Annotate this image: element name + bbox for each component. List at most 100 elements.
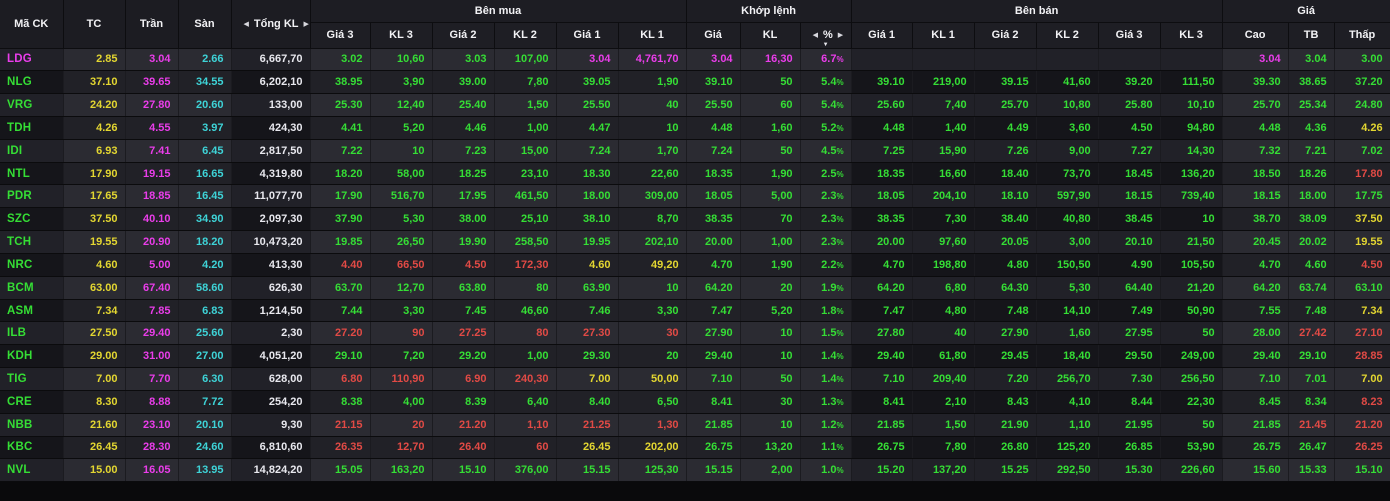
cell-match-gia[interactable]: 18.35 bbox=[686, 162, 741, 186]
cell-buy-gia2[interactable]: 4.46 bbox=[432, 116, 495, 140]
cell-sell-gia3[interactable]: 39.20 bbox=[1098, 70, 1161, 95]
cell-buy-gia1[interactable]: 18.00 bbox=[556, 184, 619, 209]
cell-match-kl[interactable]: 1,60 bbox=[740, 116, 801, 140]
cell-sell-gia3[interactable]: 18.45 bbox=[1098, 162, 1161, 186]
cell-match-gia[interactable]: 7.10 bbox=[686, 367, 741, 391]
cell-match-pct[interactable]: 2.5% bbox=[800, 162, 852, 186]
cell-buy-gia3[interactable]: 18.20 bbox=[310, 162, 371, 186]
cell-buy-kl1[interactable]: 202,00 bbox=[618, 436, 687, 460]
cell-buy-gia1[interactable]: 26.45 bbox=[556, 436, 619, 460]
cell-match-gia[interactable]: 29.40 bbox=[686, 344, 741, 369]
cell-sell-gia3[interactable]: 4.90 bbox=[1098, 253, 1161, 277]
cell-buy-gia2[interactable]: 17.95 bbox=[432, 184, 495, 209]
cell-buy-kl1[interactable]: 30 bbox=[618, 321, 687, 346]
cell-match-kl[interactable]: 2,00 bbox=[740, 458, 801, 483]
cell-match-gia[interactable]: 39.10 bbox=[686, 70, 741, 95]
cell-buy-kl3[interactable]: 90 bbox=[370, 321, 433, 346]
cell-match-pct[interactable]: 6.7% bbox=[800, 48, 852, 72]
cell-match-pct[interactable]: 4.5% bbox=[800, 139, 852, 163]
cell-buy-gia1[interactable]: 29.30 bbox=[556, 344, 619, 369]
cell-buy-gia1[interactable]: 18.30 bbox=[556, 162, 619, 186]
cell-match-kl[interactable]: 13,20 bbox=[740, 436, 801, 460]
cell-sell-gia1[interactable] bbox=[851, 48, 913, 72]
cell-buy-kl3[interactable]: 10 bbox=[370, 139, 433, 163]
cell-sell-kl3[interactable]: 136,20 bbox=[1160, 162, 1223, 186]
cell-buy-kl3[interactable]: 12,70 bbox=[370, 276, 433, 300]
cell-buy-kl1[interactable]: 3,30 bbox=[618, 299, 687, 323]
cell-buy-kl2[interactable]: 46,60 bbox=[494, 299, 557, 323]
cell-buy-kl1[interactable]: 4,761,70 bbox=[618, 48, 687, 72]
cell-match-kl[interactable]: 5,20 bbox=[740, 299, 801, 323]
cell-match-gia[interactable]: 64.20 bbox=[686, 276, 741, 300]
cell-code[interactable]: NVL bbox=[0, 458, 64, 483]
cell-buy-gia3[interactable]: 21.15 bbox=[310, 413, 371, 437]
cell-code[interactable]: TDH bbox=[0, 116, 64, 140]
cell-match-pct[interactable]: 5.2% bbox=[800, 116, 852, 140]
cell-buy-kl2[interactable]: 240,30 bbox=[494, 367, 557, 391]
cell-sell-gia1[interactable]: 18.35 bbox=[851, 162, 913, 186]
cell-buy-gia1[interactable]: 39.05 bbox=[556, 70, 619, 95]
cell-match-gia[interactable]: 7.24 bbox=[686, 139, 741, 163]
cell-sell-kl3[interactable]: 14,30 bbox=[1160, 139, 1223, 163]
cell-code[interactable]: KBC bbox=[0, 436, 64, 460]
cell-buy-gia2[interactable]: 25.40 bbox=[432, 93, 495, 117]
cell-sell-kl1[interactable]: 7,40 bbox=[912, 93, 975, 117]
cell-buy-kl2[interactable]: 172,30 bbox=[494, 253, 557, 277]
cell-buy-gia1[interactable]: 38.10 bbox=[556, 207, 619, 232]
cell-buy-kl1[interactable]: 1,70 bbox=[618, 139, 687, 163]
cell-sell-kl2[interactable]: 9,00 bbox=[1036, 139, 1099, 163]
scroll-left-icon[interactable]: ◀ bbox=[812, 32, 818, 39]
cell-sell-kl2[interactable]: 150,50 bbox=[1036, 253, 1099, 277]
cell-code[interactable]: VRG bbox=[0, 93, 64, 117]
cell-match-kl[interactable]: 1,90 bbox=[740, 162, 801, 186]
cell-sell-gia1[interactable]: 8.41 bbox=[851, 390, 913, 414]
cell-match-pct[interactable]: 2.2% bbox=[800, 253, 852, 277]
cell-sell-kl1[interactable]: 6,80 bbox=[912, 276, 975, 300]
cell-code[interactable]: NBB bbox=[0, 413, 64, 437]
cell-sell-gia3[interactable]: 15.30 bbox=[1098, 458, 1161, 483]
cell-match-gia[interactable]: 21.85 bbox=[686, 413, 741, 437]
cell-sell-kl1[interactable]: 7,80 bbox=[912, 436, 975, 460]
cell-buy-kl2[interactable]: 23,10 bbox=[494, 162, 557, 186]
cell-buy-gia3[interactable]: 7.22 bbox=[310, 139, 371, 163]
cell-match-kl[interactable]: 30 bbox=[740, 390, 801, 414]
cell-sell-gia3[interactable]: 20.10 bbox=[1098, 230, 1161, 254]
cell-match-kl[interactable]: 10 bbox=[740, 344, 801, 369]
cell-sell-kl2[interactable]: 10,80 bbox=[1036, 93, 1099, 117]
cell-buy-gia3[interactable]: 38.95 bbox=[310, 70, 371, 95]
cell-sell-kl3[interactable]: 249,00 bbox=[1160, 344, 1223, 369]
cell-buy-kl3[interactable]: 5,20 bbox=[370, 116, 433, 140]
cell-sell-gia1[interactable]: 4.70 bbox=[851, 253, 913, 277]
cell-buy-gia3[interactable]: 4.41 bbox=[310, 116, 371, 140]
cell-sell-gia1[interactable]: 7.25 bbox=[851, 139, 913, 163]
cell-buy-kl2[interactable]: 60 bbox=[494, 436, 557, 460]
cell-sell-kl3[interactable]: 50,90 bbox=[1160, 299, 1223, 323]
cell-sell-kl1[interactable]: 40 bbox=[912, 321, 975, 346]
cell-buy-gia3[interactable]: 7.44 bbox=[310, 299, 371, 323]
cell-match-gia[interactable]: 4.70 bbox=[686, 253, 741, 277]
cell-code[interactable]: BCM bbox=[0, 276, 64, 300]
cell-buy-gia1[interactable]: 3.04 bbox=[556, 48, 619, 72]
cell-code[interactable]: KDH bbox=[0, 344, 64, 369]
cell-buy-kl3[interactable]: 516,70 bbox=[370, 184, 433, 209]
cell-sell-gia2[interactable]: 29.45 bbox=[974, 344, 1037, 369]
cell-sell-gia1[interactable]: 18.05 bbox=[851, 184, 913, 209]
cell-buy-kl2[interactable]: 15,00 bbox=[494, 139, 557, 163]
cell-match-kl[interactable]: 5,00 bbox=[740, 184, 801, 209]
cell-code[interactable]: TCH bbox=[0, 230, 64, 254]
cell-buy-gia2[interactable]: 4.50 bbox=[432, 253, 495, 277]
cell-sell-gia2[interactable]: 64.30 bbox=[974, 276, 1037, 300]
cell-buy-kl2[interactable]: 1,50 bbox=[494, 93, 557, 117]
cell-sell-kl3[interactable]: 94,80 bbox=[1160, 116, 1223, 140]
cell-buy-kl3[interactable]: 20 bbox=[370, 413, 433, 437]
cell-buy-gia2[interactable]: 3.03 bbox=[432, 48, 495, 72]
cell-buy-gia3[interactable]: 4.40 bbox=[310, 253, 371, 277]
cell-sell-gia1[interactable]: 27.80 bbox=[851, 321, 913, 346]
cell-buy-gia2[interactable]: 39.00 bbox=[432, 70, 495, 95]
cell-buy-gia2[interactable]: 8.39 bbox=[432, 390, 495, 414]
cell-buy-gia2[interactable]: 19.90 bbox=[432, 230, 495, 254]
cell-buy-kl2[interactable]: 80 bbox=[494, 321, 557, 346]
cell-buy-gia2[interactable]: 29.20 bbox=[432, 344, 495, 369]
cell-sell-gia2[interactable]: 25.70 bbox=[974, 93, 1037, 117]
cell-match-gia[interactable]: 26.75 bbox=[686, 436, 741, 460]
